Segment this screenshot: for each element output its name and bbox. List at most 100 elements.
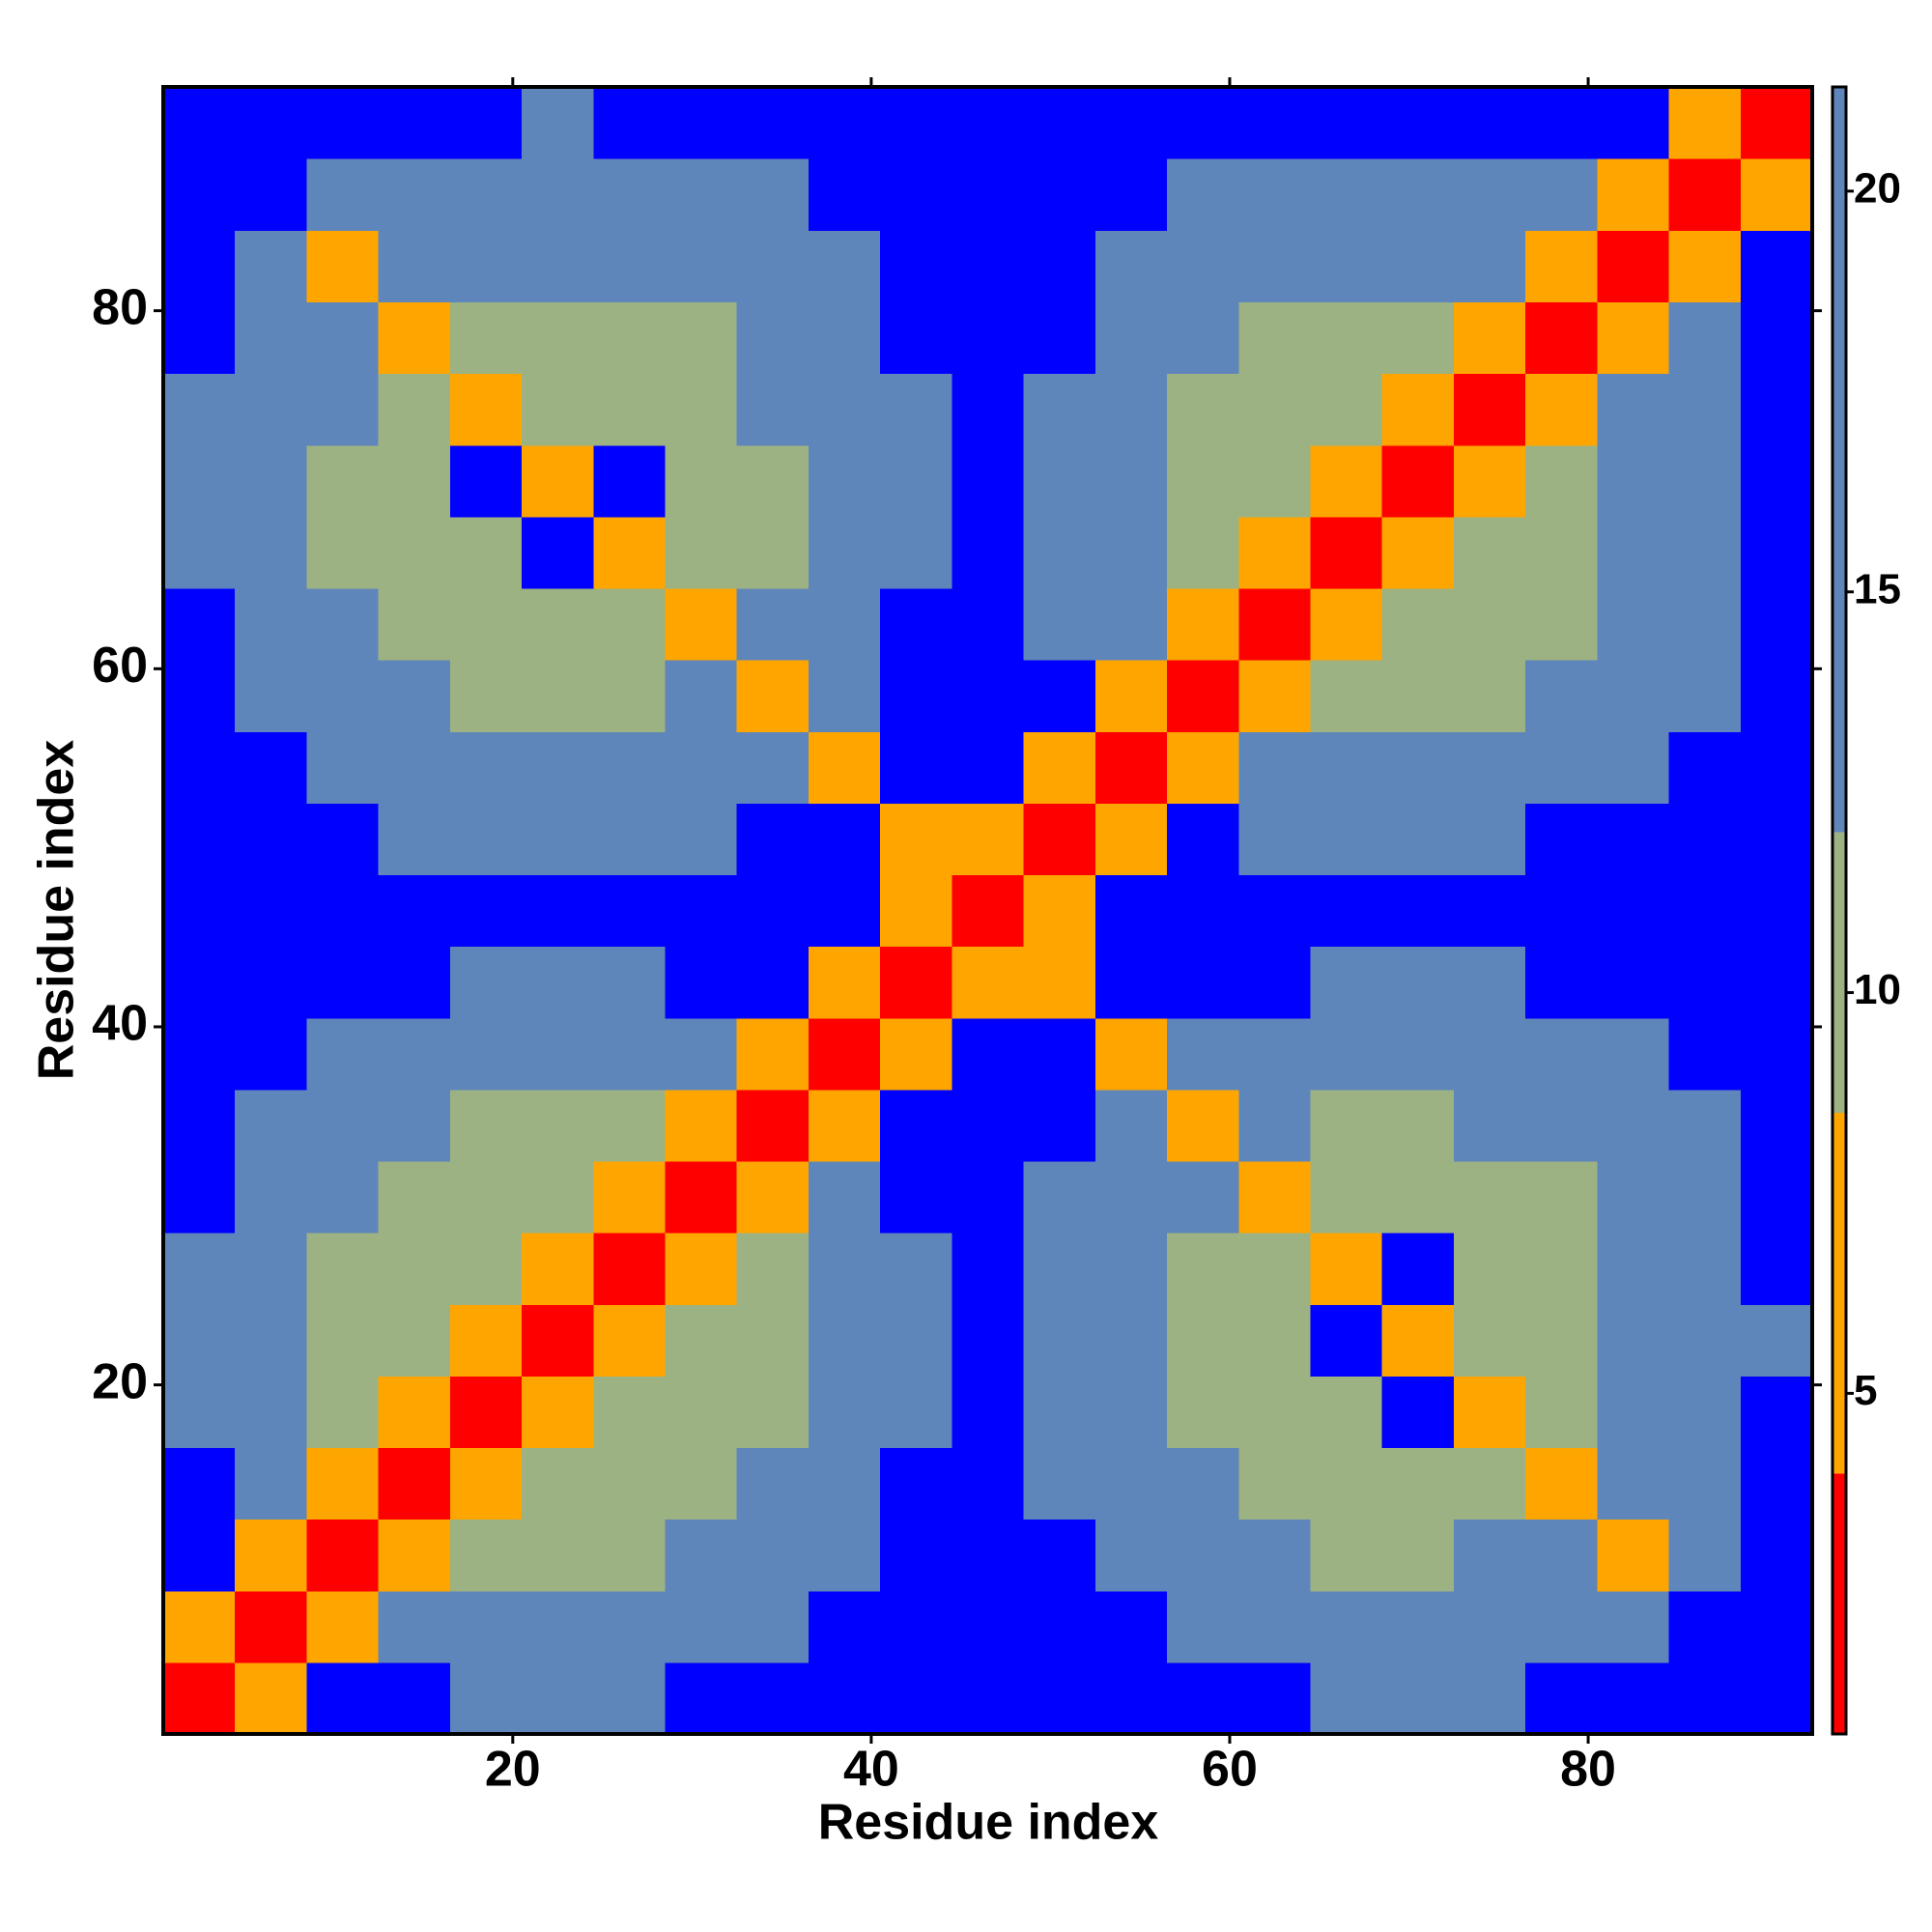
heatmap-cell [235, 87, 308, 159]
heatmap-cell [808, 1233, 881, 1305]
heatmap-cell [665, 158, 738, 231]
heatmap-cell [1094, 1233, 1168, 1305]
heatmap-cell [449, 87, 523, 159]
heatmap-cell [1381, 1089, 1455, 1162]
heatmap-cell [306, 1590, 380, 1663]
heatmap-cell [665, 660, 738, 732]
heatmap-cell [593, 158, 667, 231]
heatmap-cell [235, 874, 308, 948]
heatmap-cell [736, 1447, 810, 1520]
heatmap-cell [1310, 587, 1383, 661]
heatmap-cell [1525, 1376, 1598, 1449]
heatmap-cell [449, 1519, 523, 1592]
heatmap-cell [593, 874, 667, 948]
heatmap-cell [808, 660, 881, 732]
heatmap-cell [1525, 1304, 1598, 1377]
heatmap-cell [1668, 1447, 1742, 1520]
heatmap-cell [449, 158, 523, 231]
heatmap-cell [1023, 444, 1096, 518]
colorbar-bin [1833, 1112, 1846, 1474]
heatmap-cell [378, 516, 451, 589]
heatmap-cell [1310, 874, 1383, 948]
heatmap-cell [163, 660, 236, 732]
heatmap-cell [1453, 587, 1526, 661]
heatmap-cell [235, 1089, 308, 1162]
heatmap-cell [449, 1233, 523, 1305]
heatmap-cell [1525, 87, 1598, 159]
heatmap-cell [880, 660, 952, 732]
heatmap-cell [163, 731, 236, 804]
heatmap-cell [952, 516, 1025, 589]
heatmap-cell [163, 87, 236, 159]
heatmap-cell [306, 1304, 380, 1377]
y-axis-title: Residue index [29, 740, 85, 1081]
heatmap-cell [1668, 1519, 1742, 1592]
heatmap-cell [1740, 516, 1813, 589]
heatmap-cell [522, 803, 594, 876]
heatmap-cell [1740, 1662, 1813, 1735]
heatmap-cell [1310, 516, 1383, 589]
heatmap-cell [522, 731, 594, 804]
heatmap-cell [1453, 1089, 1526, 1162]
heatmap-cell [952, 1519, 1025, 1592]
heatmap-cell [1094, 731, 1168, 804]
heatmap-cell [880, 874, 952, 948]
heatmap-cell [522, 1662, 594, 1735]
heatmap-cell [593, 1519, 667, 1592]
heatmap-cell [449, 230, 523, 302]
heatmap-cell [1740, 803, 1813, 876]
heatmap-cell [736, 1376, 810, 1449]
heatmap-cell [1597, 1233, 1670, 1305]
heatmap-cell [1381, 660, 1455, 732]
heatmap-cell [1381, 1590, 1455, 1663]
heatmap-cell [1310, 1160, 1383, 1234]
colorbar-tick-label: 20 [1854, 164, 1901, 212]
heatmap-cell [1167, 1590, 1239, 1663]
heatmap-cell [1525, 946, 1598, 1019]
heatmap-cell [449, 444, 523, 518]
heatmap-cell [1381, 373, 1455, 446]
heatmap-cell [378, 1376, 451, 1449]
heatmap-cell [235, 158, 308, 231]
heatmap-cell [808, 1160, 881, 1234]
heatmap-cell [1381, 87, 1455, 159]
heatmap-cell [736, 587, 810, 661]
heatmap-cell [306, 1376, 380, 1449]
heatmap-cell [593, 946, 667, 1019]
heatmap-cell [235, 230, 308, 302]
heatmap-cell [1381, 874, 1455, 948]
heatmap-cell [163, 301, 236, 375]
heatmap-cell [235, 1447, 308, 1520]
heatmap-cell [163, 158, 236, 231]
heatmap-cell [736, 444, 810, 518]
heatmap-cell [1668, 731, 1742, 804]
heatmap-cell [1310, 1304, 1383, 1377]
heatmap-cell [1453, 1233, 1526, 1305]
heatmap-cell [378, 1017, 451, 1091]
heatmap-cell [880, 1519, 952, 1592]
heatmap-cell [1094, 1376, 1168, 1449]
heatmap-cell [1668, 1376, 1742, 1449]
heatmap-cell [1597, 1160, 1670, 1234]
heatmap-cell [1094, 516, 1168, 589]
heatmap-cell [952, 1447, 1025, 1520]
heatmap-cell [808, 874, 881, 948]
heatmap-cell [1023, 1590, 1096, 1663]
heatmap-cell [449, 1160, 523, 1234]
heatmap-cell [1023, 1376, 1096, 1449]
heatmap-cell [1453, 1519, 1526, 1592]
heatmap-cell [1310, 946, 1383, 1019]
heatmap-cell [1668, 1662, 1742, 1735]
heatmap-cell [1023, 660, 1096, 732]
heatmap-cell [1238, 444, 1312, 518]
heatmap-cell [1238, 803, 1312, 876]
heatmap-cell [163, 373, 236, 446]
heatmap-cell [880, 1590, 952, 1663]
heatmap-cell [235, 301, 308, 375]
heatmap-cell [1453, 1662, 1526, 1735]
heatmap-cell [880, 301, 952, 375]
heatmap-cell [593, 803, 667, 876]
heatmap-cell [1740, 1017, 1813, 1091]
y-tick-label: 60 [92, 638, 148, 694]
